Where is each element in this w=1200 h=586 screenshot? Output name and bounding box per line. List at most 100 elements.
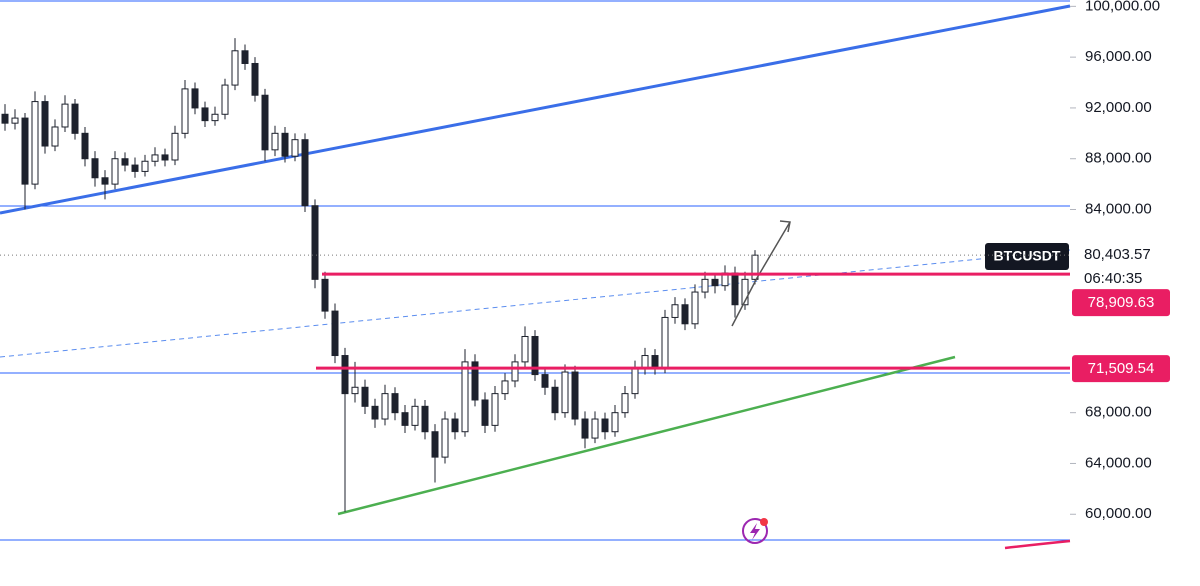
candle-body xyxy=(541,374,549,388)
candle-body xyxy=(471,361,479,401)
candle-body xyxy=(661,316,669,369)
candle-body xyxy=(341,355,349,395)
icon-bolt xyxy=(750,523,760,540)
candle-body xyxy=(41,101,49,147)
candle-body xyxy=(491,393,499,426)
candle-body xyxy=(171,132,179,161)
candle-body xyxy=(81,132,89,160)
y-tick-label: 88,000.00 xyxy=(1085,150,1152,167)
candle-body xyxy=(521,335,529,363)
candle-body xyxy=(551,386,559,414)
y-tick-label: 100,000.00 xyxy=(1085,0,1160,14)
candle-body xyxy=(711,278,719,287)
candle-body xyxy=(211,113,219,122)
arrow-head xyxy=(779,220,791,233)
candle-body xyxy=(311,205,319,280)
lightning-icon[interactable] xyxy=(742,518,768,544)
candle-body xyxy=(701,278,709,293)
trend-line xyxy=(0,4,1071,215)
last-price-label: 80,403.57 xyxy=(1084,246,1151,263)
candle-body xyxy=(181,88,189,134)
y-tick-label: 60,000.00 xyxy=(1085,505,1152,522)
candle-body xyxy=(641,355,649,369)
level-label-box xyxy=(1072,289,1170,317)
candle-body xyxy=(631,367,639,395)
symbol-label: BTCUSDT xyxy=(994,248,1061,264)
candles xyxy=(1,38,759,512)
candle-body xyxy=(511,361,519,382)
candle-body xyxy=(121,158,129,166)
icon-dot xyxy=(760,518,768,526)
candle-body xyxy=(431,431,439,458)
candle-body xyxy=(321,278,329,312)
candle-body xyxy=(501,380,509,395)
candle-body xyxy=(231,50,239,86)
candle-body xyxy=(191,88,199,109)
candle-body xyxy=(681,304,689,325)
candle-body xyxy=(391,393,399,414)
icon-ring xyxy=(742,518,768,544)
candle-body xyxy=(591,418,599,439)
candle-body xyxy=(451,418,459,433)
level-label: 71,509.54 xyxy=(1088,360,1155,377)
candle-body xyxy=(151,154,159,162)
candle-body xyxy=(201,107,209,122)
candle-body xyxy=(741,278,749,306)
candle-body xyxy=(411,405,419,426)
countdown: 06:40:35 xyxy=(1084,270,1142,287)
candle-body xyxy=(21,117,29,185)
candle-body xyxy=(531,335,539,376)
candle-body xyxy=(361,386,369,407)
candle-body xyxy=(381,393,389,420)
candle-body xyxy=(461,361,469,433)
pink-drawing xyxy=(1004,539,1071,550)
candle-body xyxy=(281,132,289,157)
candle-body xyxy=(611,412,619,433)
candle-body xyxy=(241,50,249,64)
support-line xyxy=(337,355,956,516)
candle-body xyxy=(571,371,579,420)
candle-body xyxy=(271,132,279,151)
candle-body xyxy=(61,103,69,128)
candle-body xyxy=(481,399,489,426)
candle-body xyxy=(71,103,79,134)
y-tick-label: 92,000.00 xyxy=(1085,99,1152,116)
y-tick-label: 68,000.00 xyxy=(1085,404,1152,421)
candle-body xyxy=(371,405,379,420)
candle-body xyxy=(131,164,139,172)
candle-body xyxy=(301,139,309,207)
candle-body xyxy=(441,418,449,458)
candle-body xyxy=(751,254,759,280)
y-tick-label: 64,000.00 xyxy=(1085,454,1152,471)
projection-arrow xyxy=(731,221,791,327)
candle-body xyxy=(261,94,269,151)
candle-body xyxy=(51,126,59,147)
candle-body xyxy=(291,139,299,157)
arrow xyxy=(731,220,791,327)
candle-body xyxy=(691,291,699,325)
candle-body xyxy=(101,177,109,185)
y-tick-label: 96,000.00 xyxy=(1085,48,1152,65)
candle-body xyxy=(351,386,359,395)
candle-body xyxy=(401,412,409,426)
candle-body xyxy=(731,272,739,306)
candle-body xyxy=(331,310,339,357)
level-label: 78,909.63 xyxy=(1088,294,1155,311)
candle-body xyxy=(581,418,589,439)
y-tick-label: 84,000.00 xyxy=(1085,200,1152,217)
candle-body xyxy=(161,154,169,161)
candle-body xyxy=(671,304,679,318)
candle-body xyxy=(91,158,99,179)
candle-body xyxy=(221,84,229,115)
candle-body xyxy=(11,117,19,124)
candle-body xyxy=(601,418,609,433)
candle-body xyxy=(31,101,39,185)
candle-body xyxy=(111,158,119,185)
candle-body xyxy=(561,371,569,414)
candle-body xyxy=(1,113,9,124)
candle-body xyxy=(141,160,149,172)
candle-body xyxy=(251,62,259,96)
candle-body xyxy=(421,405,429,433)
candle-body xyxy=(621,393,629,414)
